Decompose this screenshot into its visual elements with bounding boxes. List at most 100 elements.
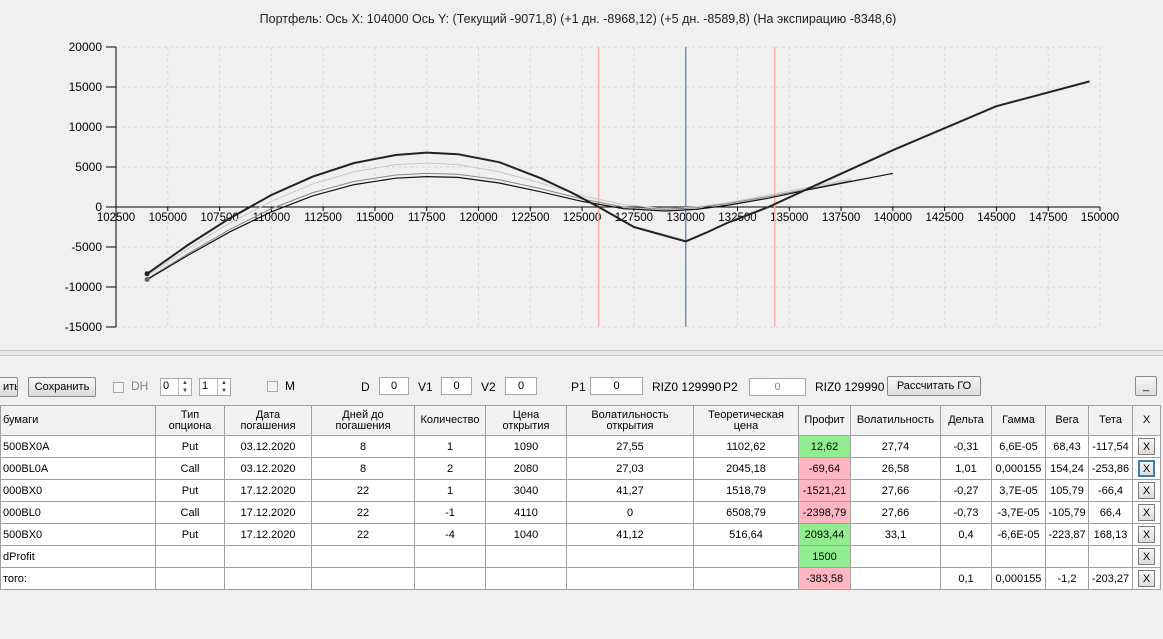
col-gamma-cell[interactable]: 0,000155 xyxy=(991,457,1046,480)
cut-button[interactable]: ить xyxy=(0,377,18,397)
col-quantity-cell[interactable]: -1 xyxy=(414,501,486,524)
delete-row-button[interactable]: X xyxy=(1138,548,1155,565)
col-open-volatility-header[interactable]: Волатильность открытия xyxy=(566,405,694,436)
col-volatility-cell[interactable]: 26,58 xyxy=(850,457,941,480)
col-volatility-cell[interactable]: 27,74 xyxy=(850,435,941,458)
col-quantity-cell[interactable]: 1 xyxy=(414,479,486,502)
table-row[interactable]: 500BX0 Put 17.12.2020 22 -4 1040 41,12 516,64 20… xyxy=(0,523,1161,546)
col-delta-cell[interactable]: 0,1 xyxy=(940,567,992,590)
col-days-to-expiry-cell[interactable] xyxy=(311,545,415,568)
col-open-price-cell[interactable]: 1040 xyxy=(485,523,567,546)
col-security-cell[interactable]: dProfit xyxy=(0,545,156,568)
col-open-price-cell[interactable]: 1090 xyxy=(485,435,567,458)
col-theoretical-price-cell[interactable] xyxy=(693,545,799,568)
col-theta-cell[interactable]: 66,4 xyxy=(1088,501,1133,524)
col-vega-cell[interactable]: -1,2 xyxy=(1045,567,1089,590)
col-gamma-cell[interactable]: -3,7E-05 xyxy=(991,501,1046,524)
save-button[interactable]: Сохранить xyxy=(28,377,96,397)
col-option-type-cell[interactable]: Put xyxy=(155,523,225,546)
col-vega-header[interactable]: Вега xyxy=(1045,405,1089,436)
col-security-cell[interactable]: 500BX0 xyxy=(0,523,156,546)
col-profit-cell[interactable]: 1500 xyxy=(798,545,851,568)
col-security-header[interactable]: бумаги xyxy=(0,405,156,436)
table-row[interactable]: 000BL0 Call 17.12.2020 22 -1 4110 0 6508,79 -239… xyxy=(0,501,1161,524)
col-theta-cell[interactable] xyxy=(1088,545,1133,568)
col-security-cell[interactable]: того: xyxy=(0,567,156,590)
col-theoretical-price-header[interactable]: Теоретическая цена xyxy=(693,405,799,436)
col-option-type-cell[interactable]: Put xyxy=(155,435,225,458)
col-theta-cell[interactable]: 168,13 xyxy=(1088,523,1133,546)
col-security-cell[interactable]: 000BL0 xyxy=(0,501,156,524)
col-option-type-cell[interactable] xyxy=(155,545,225,568)
col-delta-cell[interactable]: -0,73 xyxy=(940,501,992,524)
col-expiry-date-cell[interactable] xyxy=(224,567,312,590)
col-vega-cell[interactable]: -105,79 xyxy=(1045,501,1089,524)
col-expiry-date-cell[interactable]: 03.12.2020 xyxy=(224,457,312,480)
table-row[interactable]: 500BX0A Put 03.12.2020 8 1 1090 27,55 1102,62 12… xyxy=(0,435,1161,458)
col-open-price-cell[interactable]: 4110 xyxy=(485,501,567,524)
spinner-1-up-icon[interactable]: ▲ xyxy=(178,379,191,387)
col-security-cell[interactable]: 000BL0A xyxy=(0,457,156,480)
col-vega-cell[interactable]: -223,87 xyxy=(1045,523,1089,546)
delete-row-button[interactable]: X xyxy=(1138,460,1155,477)
col-volatility-cell[interactable] xyxy=(850,545,941,568)
col-days-to-expiry-cell[interactable]: 8 xyxy=(311,435,415,458)
delete-row-button[interactable]: X xyxy=(1138,526,1155,543)
col-days-to-expiry-cell[interactable]: 22 xyxy=(311,523,415,546)
col-gamma-cell[interactable] xyxy=(991,545,1046,568)
col-vega-cell[interactable]: 105,79 xyxy=(1045,479,1089,502)
dh-spinner-2[interactable]: 1 ▲ ▼ xyxy=(199,378,231,396)
delete-row-button[interactable]: X xyxy=(1138,438,1155,455)
col-profit-cell[interactable]: -2398,79 xyxy=(798,501,851,524)
col-theoretical-price-cell[interactable]: 1102,62 xyxy=(693,435,799,458)
col-open-volatility-cell[interactable] xyxy=(566,545,694,568)
col-option-type-header[interactable]: Тип опциона xyxy=(155,405,225,436)
col-days-to-expiry-cell[interactable] xyxy=(311,567,415,590)
col-volatility-cell[interactable] xyxy=(850,567,941,590)
dh-spinner-1[interactable]: 0 ▲ ▼ xyxy=(160,378,192,396)
p2-input[interactable]: 0 xyxy=(749,378,806,396)
table-row[interactable]: 000BX0 Put 17.12.2020 22 1 3040 41,27 1518,79 -1… xyxy=(0,479,1161,502)
col-quantity-cell[interactable]: 1 xyxy=(414,435,486,458)
col-open-volatility-cell[interactable]: 41,27 xyxy=(566,479,694,502)
col-delete-header[interactable]: X xyxy=(1132,405,1161,436)
col-option-type-cell[interactable]: Call xyxy=(155,457,225,480)
col-profit-cell[interactable]: -69,64 xyxy=(798,457,851,480)
col-expiry-date-cell[interactable] xyxy=(224,545,312,568)
col-gamma-header[interactable]: Гамма xyxy=(991,405,1046,436)
col-expiry-date-cell[interactable]: 17.12.2020 xyxy=(224,523,312,546)
col-open-volatility-cell[interactable]: 27,55 xyxy=(566,435,694,458)
col-vega-cell[interactable]: 68,43 xyxy=(1045,435,1089,458)
col-profit-cell[interactable]: 12,62 xyxy=(798,435,851,458)
col-expiry-date-cell[interactable]: 03.12.2020 xyxy=(224,435,312,458)
col-volatility-cell[interactable]: 27,66 xyxy=(850,501,941,524)
col-theoretical-price-cell[interactable] xyxy=(693,567,799,590)
col-days-to-expiry-cell[interactable]: 22 xyxy=(311,501,415,524)
col-open-volatility-cell[interactable]: 41,12 xyxy=(566,523,694,546)
col-open-price-header[interactable]: Цена открытия xyxy=(485,405,567,436)
col-open-volatility-cell[interactable] xyxy=(566,567,694,590)
calculate-go-button[interactable]: Рассчитать ГО xyxy=(887,376,981,396)
col-profit-cell[interactable]: -383,58 xyxy=(798,567,851,590)
panel-splitter[interactable] xyxy=(0,350,1163,356)
minimize-button[interactable]: _ xyxy=(1135,376,1157,396)
col-security-cell[interactable]: 000BX0 xyxy=(0,479,156,502)
col-theoretical-price-cell[interactable]: 516,64 xyxy=(693,523,799,546)
col-option-type-cell[interactable]: Call xyxy=(155,501,225,524)
col-quantity-header[interactable]: Количество xyxy=(414,405,486,436)
col-delta-cell[interactable]: 1,01 xyxy=(940,457,992,480)
col-profit-header[interactable]: Профит xyxy=(798,405,851,436)
v1-input[interactable]: 0 xyxy=(441,377,472,395)
col-open-price-cell[interactable] xyxy=(485,545,567,568)
col-quantity-cell[interactable]: -4 xyxy=(414,523,486,546)
col-expiry-date-cell[interactable]: 17.12.2020 xyxy=(224,501,312,524)
col-theta-cell[interactable]: -253,86 xyxy=(1088,457,1133,480)
dh-checkbox[interactable] xyxy=(113,382,124,393)
col-open-price-cell[interactable] xyxy=(485,567,567,590)
col-open-volatility-cell[interactable]: 0 xyxy=(566,501,694,524)
col-volatility-cell[interactable]: 27,66 xyxy=(850,479,941,502)
col-profit-cell[interactable]: -1521,21 xyxy=(798,479,851,502)
col-delta-cell[interactable]: -0,31 xyxy=(940,435,992,458)
col-gamma-cell[interactable]: -6,6E-05 xyxy=(991,523,1046,546)
col-delta-header[interactable]: Дельта xyxy=(940,405,992,436)
